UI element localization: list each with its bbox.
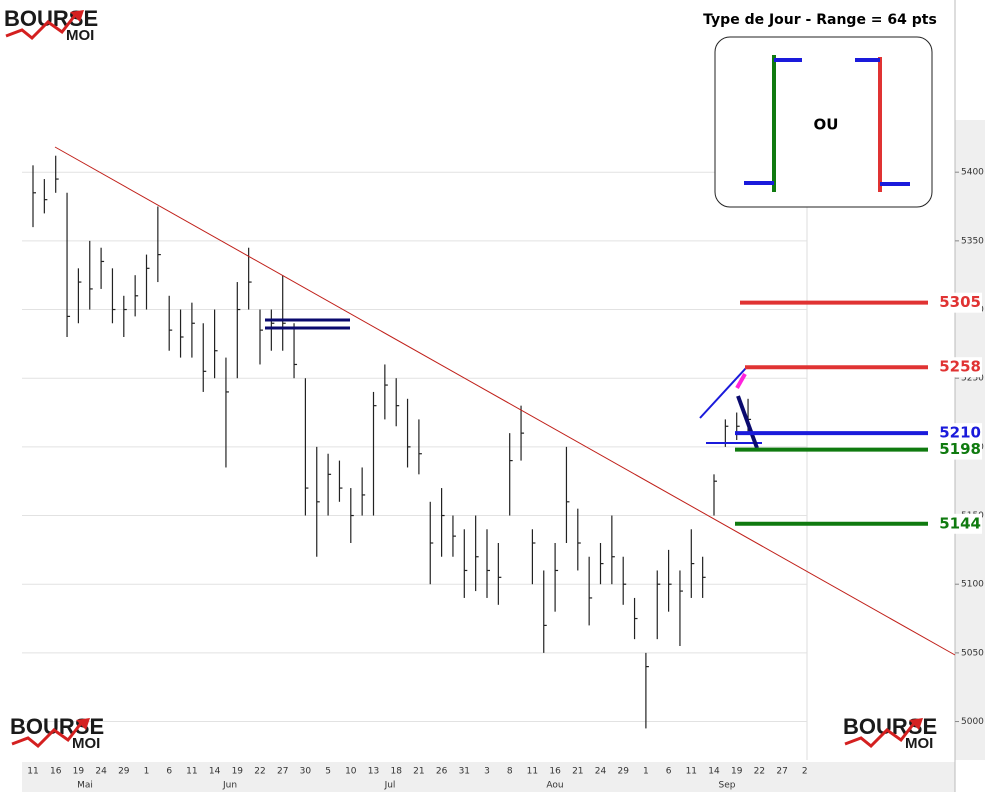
x-tick-label: 10 — [345, 767, 357, 777]
month-label: Aou — [546, 781, 563, 791]
y-tick-label: 5000 — [961, 717, 984, 727]
level-label: 5210 — [939, 424, 981, 442]
x-tick-label: 5 — [325, 767, 331, 777]
level-label-bg — [936, 423, 982, 444]
level-label: 5198 — [939, 440, 981, 458]
logo-text: MOI — [905, 735, 933, 752]
pink-mark — [735, 373, 747, 389]
x-tick-label: 30 — [300, 767, 312, 777]
grid: 500050505100515052005250530053505400 — [22, 168, 984, 727]
logo-text: BOURSE — [10, 714, 104, 739]
x-axis: 11 16 19 24 29 1 6 11 14 19 22 27 30 5 10 13 18 21 26 31 3 8 1… — [27, 767, 807, 791]
x-tick-label: 29 — [617, 767, 629, 777]
x-tick-label: 8 — [507, 767, 513, 777]
logo-arrow — [5, 13, 78, 41]
x-tick-label: 11 — [27, 767, 38, 777]
x-tick-label: 24 — [595, 767, 607, 777]
logo-text: MOI — [66, 27, 94, 44]
logo-arrow-head — [70, 10, 84, 22]
level-label: 5144 — [939, 514, 981, 532]
x-tick-label: 19 — [73, 767, 85, 777]
level-label-bg — [936, 357, 982, 378]
logo: BOURSE MOI — [4, 6, 98, 44]
month-label: Jun — [222, 781, 237, 791]
x-tick-label: 11 — [686, 767, 697, 777]
month-label: Sep — [719, 781, 736, 791]
month-label: Jul — [384, 781, 396, 791]
x-tick-label: 1 — [144, 767, 150, 777]
x-tick-label: 27 — [277, 767, 288, 777]
x-tick-label: 3 — [484, 767, 490, 777]
inset-box — [714, 36, 933, 208]
inset-title: Type de Jour - Range = 64 pts — [703, 12, 937, 28]
x-tick-label: 11 — [527, 767, 538, 777]
x-tick-label: 2 — [802, 767, 808, 777]
y-tick-label: 5350 — [961, 236, 984, 246]
logo-arrow — [844, 721, 917, 749]
x-tick-label: 11 — [186, 767, 197, 777]
x-tick-label: 14 — [708, 767, 720, 777]
inset-text: OU — [814, 116, 839, 134]
x-tick-label: 29 — [118, 767, 130, 777]
x-tick-label: 19 — [731, 767, 743, 777]
x-tick-label: 18 — [390, 767, 402, 777]
x-tick-label: 16 — [50, 767, 62, 777]
logo-text: BOURSE — [4, 6, 98, 31]
logo-text: BOURSE — [843, 714, 937, 739]
x-tick-label: 19 — [232, 767, 244, 777]
x-tick-label: 14 — [209, 767, 221, 777]
wedge-line — [699, 367, 747, 419]
x-tick-label: 21 — [413, 767, 424, 777]
x-axis-strip — [22, 762, 955, 792]
x-tick-label: 27 — [776, 767, 787, 777]
x-tick-label: 26 — [436, 767, 448, 777]
level-label: 5305 — [939, 293, 981, 311]
x-tick-label: 13 — [368, 767, 379, 777]
x-tick-label: 21 — [572, 767, 583, 777]
x-tick-label: 16 — [549, 767, 561, 777]
x-tick-label: 6 — [166, 767, 172, 777]
logo-arrow-head — [909, 718, 923, 730]
bars — [32, 155, 752, 729]
logo: BOURSE MOI — [843, 714, 937, 752]
x-tick-label: 1 — [643, 767, 649, 777]
x-tick-label: 24 — [95, 767, 107, 777]
logo-arrow — [11, 721, 84, 749]
x-tick-label: 22 — [254, 767, 265, 777]
y-tick-label: 5100 — [961, 580, 984, 590]
logo-text: MOI — [72, 735, 100, 752]
trendline — [54, 146, 956, 656]
month-label: Mai — [77, 781, 93, 791]
y-tick-label: 5250 — [961, 374, 984, 384]
logo: BOURSE MOI — [10, 714, 104, 752]
level-label: 5258 — [939, 358, 981, 376]
level-label-bg — [936, 439, 982, 460]
y-tick-label: 5050 — [961, 648, 984, 658]
y-tick-label: 5400 — [961, 168, 984, 178]
level-label-bg — [936, 292, 982, 313]
x-tick-label: 22 — [754, 767, 765, 777]
level-label-bg — [936, 513, 982, 534]
logo-arrow-head — [76, 718, 90, 730]
x-tick-label: 6 — [666, 767, 672, 777]
arrow-line — [736, 395, 759, 449]
x-tick-label: 31 — [459, 767, 470, 777]
